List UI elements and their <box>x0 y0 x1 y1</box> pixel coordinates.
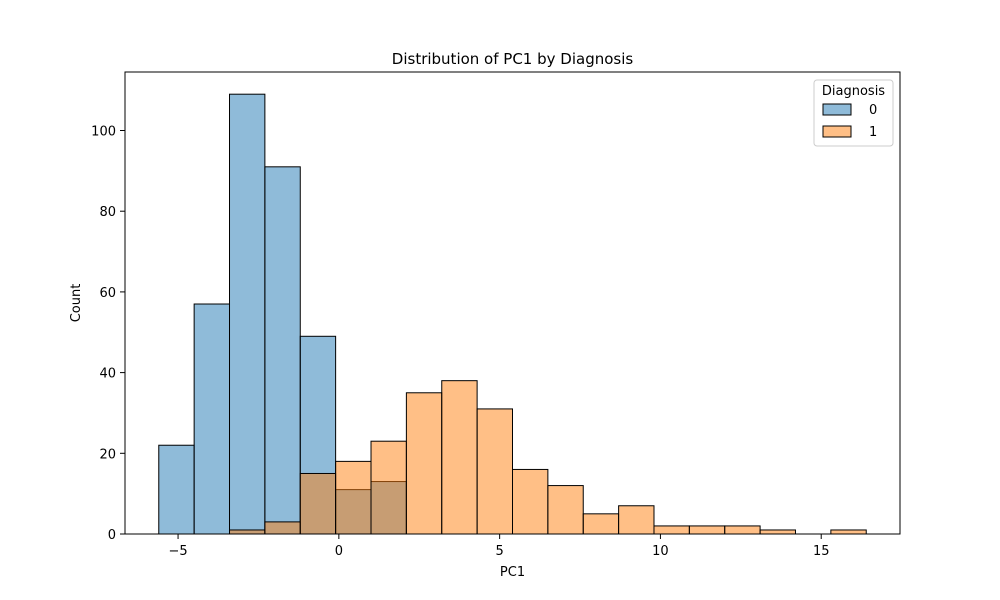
legend-swatch-0 <box>822 103 852 116</box>
y-tick-label: 100 <box>91 125 116 140</box>
legend-label-1: 1 <box>869 125 877 140</box>
bar-series-1-bin-14 <box>653 525 690 535</box>
bar-series-1-bin-3 <box>264 521 301 535</box>
bar-series-0-bin-3 <box>264 166 301 535</box>
bar-series-1-bin-19 <box>830 529 867 535</box>
chart-title: Distribution of PC1 by Diagnosis <box>392 50 634 68</box>
bar-series-1-bin-15 <box>688 525 726 535</box>
bar-series-1-bin-2 <box>229 529 266 535</box>
bar-series-1-bin-11 <box>547 485 584 535</box>
legend-swatch-1 <box>822 125 852 138</box>
y-tick-label: 40 <box>99 367 116 382</box>
bar-series-1-bin-9 <box>476 408 514 535</box>
bar-series-0-bin-2 <box>229 93 266 535</box>
bar-series-1-bin-7 <box>405 392 443 535</box>
y-tick-label: 0 <box>108 528 116 543</box>
x-tick-label: 15 <box>813 544 830 559</box>
y-axis: 0 20 40 60 80 100 <box>91 125 125 543</box>
legend: Diagnosis 0 1 <box>813 79 894 147</box>
plot-frame <box>124 71 901 535</box>
bar-series-1-bin-12 <box>582 513 620 535</box>
bars-layer <box>158 93 867 535</box>
y-tick-label: 60 <box>99 286 116 301</box>
bar-series-0-bin-0 <box>158 444 195 535</box>
legend-title: Diagnosis <box>822 84 885 99</box>
y-tick-label: 20 <box>99 447 116 462</box>
bar-series-1-bin-17 <box>759 529 796 535</box>
x-tick-label: −5 <box>168 544 187 559</box>
bar-series-1-bin-13 <box>618 505 655 535</box>
x-axis-label: PC1 <box>500 565 525 580</box>
y-tick-label: 80 <box>99 205 116 220</box>
bar-series-1-bin-10 <box>512 468 549 535</box>
bar-series-1-bin-4 <box>299 472 337 535</box>
x-axis: −5 0 5 10 15 <box>168 534 829 559</box>
bar-series-1-bin-5 <box>335 460 372 535</box>
bar-series-0-bin-1 <box>193 303 231 535</box>
y-axis-label: Count <box>69 284 84 323</box>
x-tick-label: 10 <box>652 544 669 559</box>
x-tick-label: 5 <box>495 544 503 559</box>
legend-label-0: 0 <box>869 103 877 118</box>
bar-series-1-bin-6 <box>370 440 407 535</box>
bar-series-1-bin-8 <box>441 380 478 535</box>
bar-series-1-bin-16 <box>724 525 761 535</box>
x-tick-label: 0 <box>335 544 343 559</box>
